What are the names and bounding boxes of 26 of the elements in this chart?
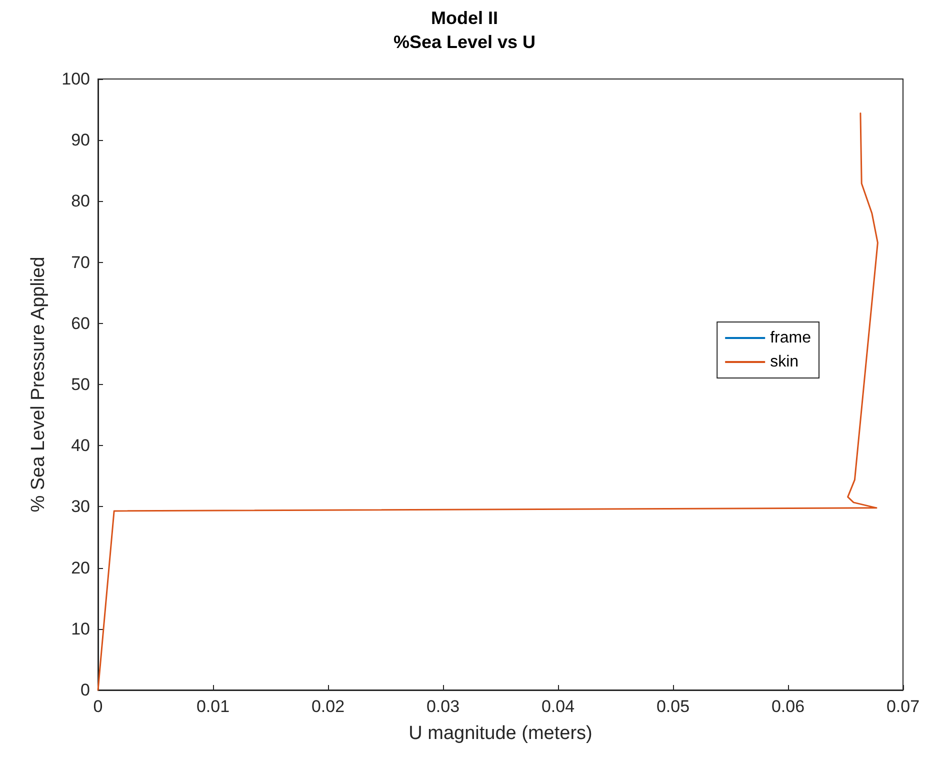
x-tick-label: 0.03 — [426, 697, 460, 716]
y-axis-title: % Sea Level Pressure Applied — [28, 256, 49, 512]
y-tick-label: 90 — [71, 130, 90, 150]
y-tick-label: 0 — [80, 680, 90, 700]
y-tick-label: 100 — [62, 70, 90, 88]
legend-label: skin — [770, 354, 799, 370]
x-axis-title: U magnitude (meters) — [408, 723, 592, 744]
x-tick-label: 0.01 — [196, 697, 230, 716]
y-tick-label: 40 — [71, 436, 90, 456]
y-tick-label: 30 — [71, 497, 90, 516]
chart-subtitle: %Sea Level vs U — [393, 32, 536, 52]
x-tick-label: 0 — [93, 697, 103, 716]
y-tick-label: 50 — [71, 375, 90, 394]
y-tick-label: 60 — [71, 314, 90, 333]
y-tick-label: 80 — [71, 192, 90, 211]
x-tick-label: 0.04 — [541, 697, 575, 716]
y-tick-label: 20 — [71, 558, 90, 578]
legend-label: frame — [770, 330, 812, 346]
x-tick-label: 0.05 — [656, 697, 690, 716]
x-tick-label: 0.06 — [771, 697, 805, 716]
y-tick-label: 10 — [71, 619, 90, 638]
line-series — [97, 112, 878, 691]
y-tick-label: 70 — [71, 252, 90, 272]
x-tick-label: 0.02 — [311, 697, 345, 716]
x-tick-label: 0.07 — [886, 697, 920, 716]
chart-title: Model II — [431, 8, 498, 28]
